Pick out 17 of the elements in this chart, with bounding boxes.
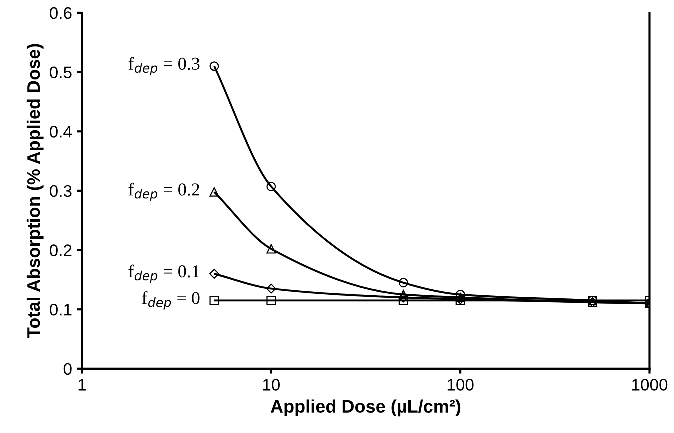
series-label: f$_{dep}$ = 0.1 <box>128 264 200 284</box>
y-tick-label: 0.5 <box>50 66 72 79</box>
y-tick-label: 0.3 <box>50 185 72 198</box>
x-tick-label: 100 <box>448 379 474 391</box>
x-tick-label: 1000 <box>632 379 668 391</box>
x-tick-label: 1 <box>78 379 86 391</box>
y-tick-label: 0.2 <box>50 244 72 256</box>
y-tick-label: 0.4 <box>50 126 72 138</box>
y-tick-label: 0.1 <box>50 304 72 316</box>
y-axis-title: Total Absorption (% Applied Dose) <box>26 44 44 338</box>
x-tick-label: 10 <box>263 379 280 391</box>
series-label: f$_{dep}$ = 0.2 <box>128 182 200 202</box>
series-label: f$_{dep}$ = 0 <box>142 291 200 310</box>
y-tick-label: 0.6 <box>50 7 72 20</box>
y-tick-label: 0 <box>64 363 72 376</box>
x-axis-title: Applied Dose (µL/cm²) <box>270 400 461 417</box>
series-label: f$_{dep}$ = 0.3 <box>128 57 200 76</box>
